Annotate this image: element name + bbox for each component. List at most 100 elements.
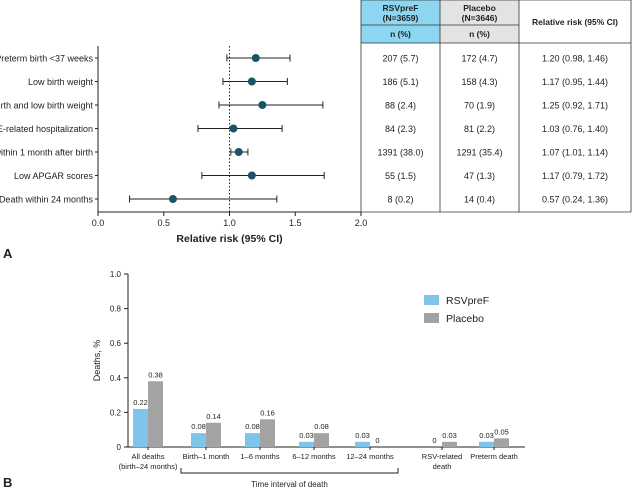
panel-label-b: B (3, 475, 12, 490)
rr-header: Relative risk (95% CI) (532, 17, 618, 27)
placebo-subheader: n (%) (469, 29, 490, 39)
rsv-header-n: (N=3659) (383, 13, 419, 23)
y-tick-label: 0.8 (110, 305, 122, 314)
placebo-cell: 81 (2.2) (464, 124, 495, 134)
rsv-cell: 207 (5.7) (382, 54, 418, 64)
rr-cell: 1.20 (0.98, 1.46) (542, 54, 608, 64)
placebo-header-n: (N=3646) (462, 13, 498, 23)
rsv-header-title: RSVpreF (383, 3, 419, 13)
bar-value-label: 0.05 (494, 427, 509, 436)
rr-point (251, 54, 260, 62)
category-label: (birth–24 months) (119, 462, 178, 471)
y-axis-title: Deaths, % (92, 340, 102, 382)
y-tick-label: 0.2 (110, 408, 122, 417)
bar-value-label: 0.03 (299, 431, 314, 440)
bar-placebo (148, 381, 163, 447)
panel-label-a: A (3, 246, 13, 261)
rr-point (247, 171, 256, 180)
bar-rsvpref (133, 408, 148, 447)
y-tick-label: 0.6 (110, 339, 122, 348)
bar-value-label: 0.38 (148, 370, 163, 379)
rsv-cell: 186 (5.1) (382, 77, 418, 87)
bar-rsvpref (191, 433, 206, 447)
bar-placebo (494, 438, 509, 447)
rsv-cell: 84 (2.3) (385, 124, 416, 134)
rr-point (234, 148, 243, 156)
category-label: Birth–1 month (183, 452, 230, 461)
rr-cell: 1.07 (1.01, 1.14) (542, 148, 608, 158)
y-tick-label: 0.4 (110, 374, 122, 383)
category-label: 6–12 months (292, 452, 336, 461)
bar-chart-panel: 0 0.2 0.4 0.6 0.8 1.0 Deaths, % 0.22 0.38 All dea… (3, 270, 525, 490)
forest-plot-panel: 0.0 0.5 1.0 1.5 2.0 Relative risk (95% CI) A RS… (0, 0, 632, 261)
rr-point (229, 124, 238, 133)
placebo-cell: 47 (1.3) (464, 171, 495, 181)
bar-value-label: 0.22 (133, 398, 148, 407)
rr-point (247, 77, 256, 86)
bar-value-label: 0.03 (355, 431, 370, 440)
bar-rsvpref (245, 433, 260, 447)
placebo-cell: 14 (0.4) (464, 195, 495, 205)
rsv-cell: 1391 (38.0) (377, 148, 423, 158)
x-tick-label: 1.0 (223, 218, 236, 228)
bar-placebo (260, 419, 275, 447)
rsv-cell: 55 (1.5) (385, 171, 416, 181)
rr-cell: 1.17 (0.79, 1.72) (542, 171, 608, 181)
interval-bracket (180, 468, 399, 474)
bar-placebo (314, 433, 329, 447)
legend-swatch-placebo (424, 313, 439, 323)
rsv-cell: 8 (0.2) (387, 195, 413, 205)
category-label: RSV-related (422, 452, 462, 461)
row-label: Low birth weight (28, 77, 94, 87)
bar-rsvpref (479, 441, 494, 447)
legend-label-rsvpref: RSVpreF (446, 295, 489, 307)
row-label: Preterm birth and low birth weight (0, 101, 93, 111)
y-tick-label: 0 (117, 443, 122, 452)
rr-cell: 1.25 (0.92, 1.71) (542, 101, 608, 111)
bar-value-label: 0.16 (260, 408, 275, 417)
bar-value-label: 0.03 (442, 431, 457, 440)
bar-value-label: 0.08 (191, 422, 206, 431)
row-label: Preterm birth <37 weeks (0, 54, 93, 64)
bar-value-label: 0.03 (479, 431, 494, 440)
x-axis-title: Relative risk (95% CI) (176, 233, 282, 245)
placebo-header-cell (440, 0, 519, 43)
x-tick-label: 2.0 (355, 218, 368, 228)
row-label: SAE-related hospitalization (0, 124, 93, 134)
bar-placebo (442, 441, 457, 447)
category-label: 1–6 months (240, 452, 279, 461)
placebo-cell: 70 (1.9) (464, 101, 495, 111)
x-tick-label: 1.5 (289, 218, 302, 228)
bar-rsvpref (299, 441, 314, 447)
rsv-cell: 88 (2.4) (385, 101, 416, 111)
row-label: AEs within 1 month after birth (0, 148, 93, 158)
rr-cell: 0.57 (0.24, 1.36) (542, 195, 608, 205)
legend-label-placebo: Placebo (446, 313, 484, 325)
category-label: All deaths (132, 452, 165, 461)
placebo-cell: 172 (4.7) (461, 54, 497, 64)
row-label: Low APGAR scores (14, 171, 94, 181)
category-label: Preterm death (470, 452, 518, 461)
category-label: death (433, 462, 452, 471)
placebo-cell: 158 (4.3) (461, 77, 497, 87)
placebo-cell: 1291 (35.4) (456, 148, 502, 158)
rsv-subheader: n (%) (390, 29, 411, 39)
rr-cell: 1.03 (0.76, 1.40) (542, 124, 608, 134)
row-label: Death within 24 months (0, 195, 93, 205)
rr-point (258, 101, 267, 109)
placebo-header-title: Placebo (463, 3, 496, 13)
bar-value-label: 0 (432, 436, 436, 445)
y-tick-label: 1.0 (110, 270, 122, 279)
bar-value-label: 0.14 (206, 412, 221, 421)
category-label: 12–24 months (346, 452, 394, 461)
rsv-header-cell (361, 0, 440, 43)
x-tick-label: 0.0 (92, 218, 105, 228)
bar-value-label: 0.08 (314, 422, 329, 431)
x-tick-label: 0.5 (157, 218, 170, 228)
bar-rsvpref (355, 441, 370, 447)
rr-cell: 1.17 (0.95, 1.44) (542, 77, 608, 87)
bar-value-label: 0 (375, 436, 379, 445)
legend-swatch-rsvpref (424, 295, 439, 305)
bar-value-label: 0.08 (245, 422, 260, 431)
